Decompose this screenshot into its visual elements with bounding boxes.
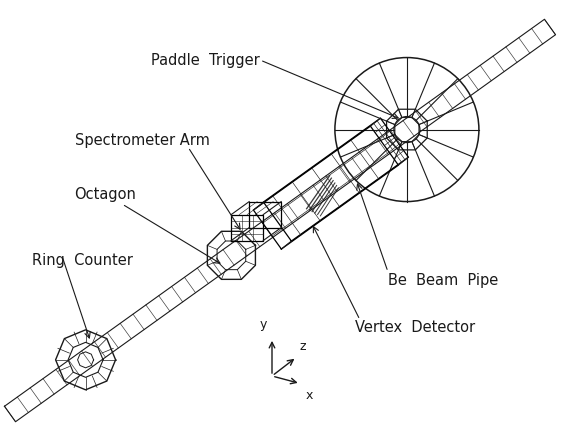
Text: Be  Beam  Pipe: Be Beam Pipe (388, 273, 498, 288)
Text: z: z (299, 340, 306, 353)
Text: Ring  Counter: Ring Counter (32, 252, 133, 267)
Text: x: x (306, 389, 313, 402)
Text: y: y (259, 318, 267, 331)
Text: Vertex  Detector: Vertex Detector (355, 320, 475, 334)
Text: Spectrometer Arm: Spectrometer Arm (75, 133, 210, 147)
Text: Paddle  Trigger: Paddle Trigger (151, 53, 259, 67)
Text: Octagon: Octagon (74, 187, 136, 201)
